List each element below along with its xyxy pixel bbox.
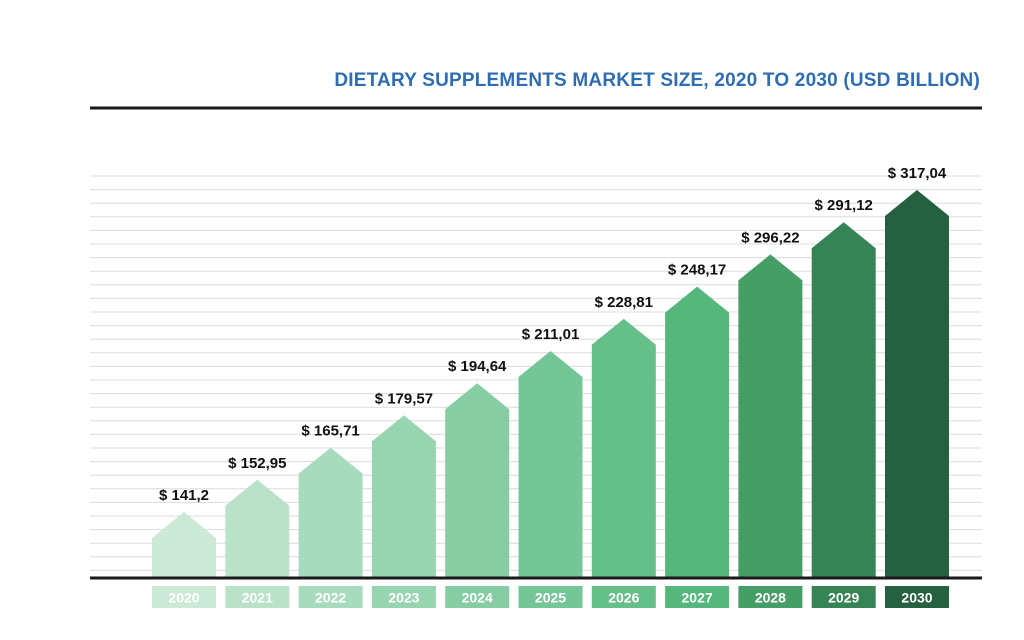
category-label-2024: 2024 — [462, 590, 493, 606]
bar-2030 — [885, 190, 949, 578]
category-label-2022: 2022 — [315, 590, 346, 606]
category-label-2021: 2021 — [242, 590, 273, 606]
value-label-2022: $ 165,71 — [301, 423, 359, 440]
bar-2022 — [298, 447, 363, 578]
category-tile-2026 — [591, 586, 656, 608]
value-label-2028: $ 296,22 — [741, 229, 799, 246]
category-label-2026: 2026 — [608, 590, 639, 606]
bar-2025 — [518, 351, 583, 578]
category-label-2020: 2020 — [168, 590, 199, 606]
bar-2029 — [811, 222, 876, 578]
category-tiles: 2020 2021 2022 2023 2024 2025 2026 2027 2028 2029… — [152, 586, 949, 608]
chart-title: DIETARY SUPPLEMENTS MARKET SIZE, 2020 TO… — [334, 70, 980, 91]
category-tile-2023 — [371, 586, 436, 608]
category-label-2025: 2025 — [535, 590, 566, 606]
value-label-2021: $ 152,95 — [228, 455, 286, 472]
category-label-2029: 2029 — [828, 590, 859, 606]
bar-2020 — [152, 512, 216, 578]
category-tile-2021 — [225, 586, 290, 608]
bars — [152, 190, 949, 578]
value-label-2027: $ 248,17 — [668, 262, 726, 279]
category-label-2027: 2027 — [682, 590, 713, 606]
bar-2021 — [225, 479, 290, 578]
category-tile-2024 — [445, 586, 510, 608]
category-label-2030: 2030 — [901, 590, 932, 606]
category-tile-2030 — [885, 586, 949, 608]
category-label-2023: 2023 — [388, 590, 419, 606]
bar-2023 — [371, 415, 436, 578]
category-tile-2020 — [152, 586, 216, 608]
value-label-2026: $ 228,81 — [595, 294, 653, 311]
value-label-2024: $ 194,64 — [448, 358, 507, 375]
category-label-2028: 2028 — [755, 590, 786, 606]
bar-2026 — [591, 318, 656, 578]
value-label-2029: $ 291,12 — [815, 197, 873, 214]
category-tile-2028 — [738, 586, 803, 608]
value-label-2025: $ 211,01 — [522, 326, 580, 343]
value-label-2030: $ 317,04 — [888, 165, 947, 182]
value-labels: $ 141,2 $ 152,95 $ 165,71 $ 179,57 $ 194,64 $… — [159, 165, 947, 504]
category-tile-2029 — [811, 586, 876, 608]
bar-2024 — [445, 383, 510, 578]
category-tile-2027 — [665, 586, 730, 608]
category-tile-2025 — [518, 586, 583, 608]
value-label-2020: $ 141,2 — [159, 487, 209, 504]
value-label-2023: $ 179,57 — [375, 390, 433, 407]
bar-2028 — [738, 254, 803, 578]
bar-2027 — [665, 286, 730, 578]
category-tile-2022 — [298, 586, 363, 608]
